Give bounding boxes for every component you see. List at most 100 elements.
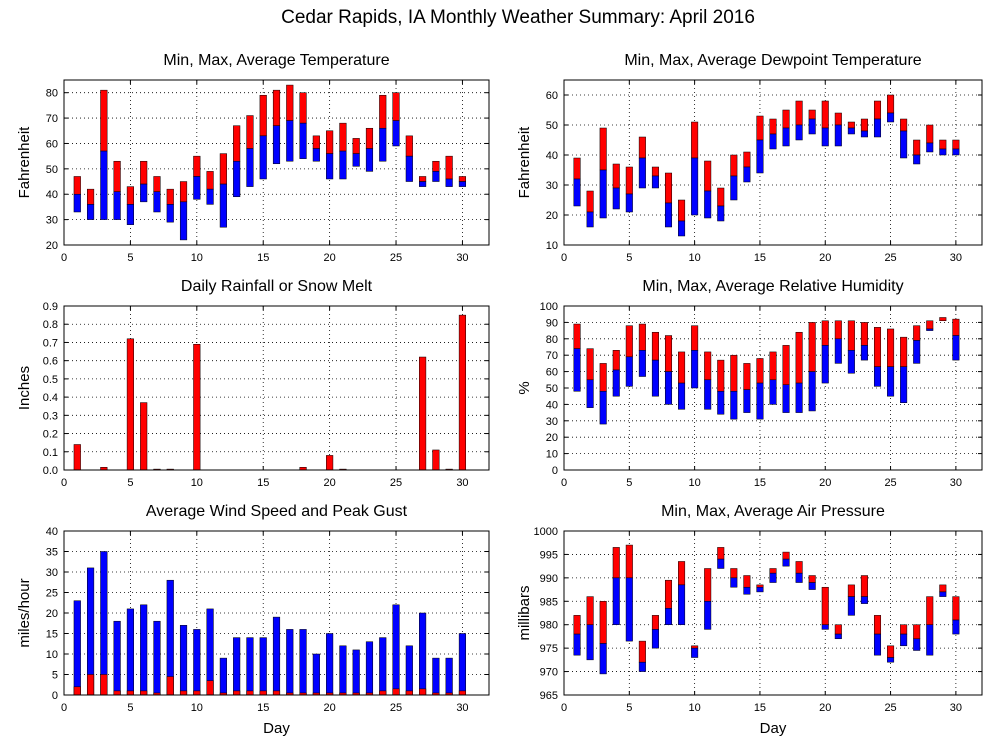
temp-bar-lower [179, 201, 188, 241]
dew-bar-lower [873, 118, 882, 138]
dew-xtick-label: 30 [950, 252, 962, 264]
pres-bars [573, 544, 960, 675]
rh-bar-upper [847, 320, 855, 351]
rh-bar-upper [678, 351, 686, 384]
temp-bar-upper [458, 176, 467, 182]
dew-ylabel: Fahrenheit [516, 126, 533, 199]
temp-bar-lower [272, 125, 281, 165]
pres-bar-upper [860, 575, 868, 597]
wind-xlabel: Day [263, 720, 290, 737]
temp-bar-lower [458, 181, 467, 187]
dew-bar-upper [939, 139, 947, 150]
wind-bar-avg [206, 680, 214, 696]
pres-bar-lower [638, 661, 646, 672]
pres-bar-upper [586, 596, 594, 625]
wind-bar-avg [379, 690, 387, 696]
temp-bar-lower [339, 150, 347, 180]
wind-ytick-label: 15 [46, 629, 58, 641]
dew-chart: Min, Max, Average Dewpoint Temperature 10… [516, 52, 983, 264]
rh-xtick-label: 0 [561, 477, 567, 489]
temp-bar-upper [246, 115, 254, 149]
wind-bar-gust [365, 641, 374, 696]
dew-xtick-label: 10 [689, 252, 701, 264]
temp-chart: Min, Max, Average Temperature20304050607… [16, 52, 490, 264]
wind-bar-avg [113, 690, 121, 696]
rh-bar-lower [638, 350, 646, 377]
rh-bar-lower [926, 328, 934, 331]
dew-bar-lower [782, 127, 790, 147]
pres-bar-upper [926, 596, 934, 625]
rain-ytick-label: 0.9 [43, 301, 58, 313]
wind-bar-gust [339, 645, 347, 696]
rh-xtick-label: 15 [754, 477, 766, 489]
temp-bar-upper [73, 176, 81, 195]
rh-ytick-label: 70 [546, 350, 558, 362]
dew-ytick-label: 10 [546, 240, 558, 252]
rh-bar-lower [913, 340, 921, 364]
pres-bar-lower [913, 638, 921, 651]
wind-bar-gust [272, 616, 281, 696]
pres-bar-lower [625, 577, 633, 642]
wind-bar-gust [73, 600, 81, 696]
dew-ytick-label: 60 [546, 90, 558, 102]
wind-bar-gust [140, 604, 148, 696]
temp-bar-upper [272, 89, 281, 126]
pres-bar-lower [808, 582, 816, 590]
pres-bar-upper [900, 624, 908, 635]
wind-bar-gust [126, 608, 134, 696]
temp-bar-lower [405, 155, 413, 182]
wind-bar-avg [140, 690, 148, 696]
dew-bar-lower [913, 154, 921, 165]
temp-bar-upper [419, 176, 427, 182]
pres-xtick-label: 0 [561, 702, 567, 714]
dew-bar-upper [782, 109, 790, 129]
wind-bar-avg [233, 690, 241, 696]
rh-bar-upper [834, 320, 842, 340]
temp-bar-upper [286, 84, 294, 121]
rh-bar-upper [808, 322, 816, 372]
temp-bar-lower [432, 171, 440, 182]
rh-bar-upper [756, 358, 764, 384]
temp-bar-lower [140, 183, 148, 203]
rh-ytick-label: 20 [546, 432, 558, 444]
rh-xtick-label: 20 [819, 477, 831, 489]
wind-frame [63, 530, 490, 696]
dew-bar-lower [717, 205, 725, 222]
rh-bar-upper [926, 320, 934, 330]
rh-title: Min, Max, Average Relative Humidity [642, 278, 903, 295]
rh-bar-upper [900, 336, 908, 367]
temp-bar-lower [419, 181, 427, 187]
pres-bar-lower [939, 591, 947, 597]
temp-bar-lower [193, 176, 201, 200]
wind-chart: Average Wind Speed and Peak Gust 0 5 10 15 20… [16, 503, 490, 737]
dew-bar-upper [821, 100, 829, 129]
rh-xtick-label: 30 [950, 477, 962, 489]
pres-bar-lower [717, 558, 725, 569]
pres-bar-upper [821, 586, 829, 625]
rh-bars [573, 317, 960, 425]
rh-bar-lower [704, 379, 712, 410]
pres-bar-upper [743, 575, 751, 588]
wind-bar-avg [272, 690, 281, 696]
rh-bar-upper [704, 351, 712, 381]
wind-bars [73, 551, 467, 696]
wind-ytick-label: 0 [52, 690, 58, 702]
dew-bar-upper [834, 112, 842, 126]
rh-bar-lower [743, 389, 751, 413]
pres-bar-upper [756, 584, 764, 588]
temp-bar-upper [153, 176, 161, 192]
pres-bar-upper [952, 596, 960, 621]
rh-bar-upper [599, 363, 607, 392]
dew-bar-upper [599, 127, 607, 171]
wind-ylabel: miles/hour [16, 578, 33, 647]
rain-xtick-label: 10 [191, 477, 203, 489]
dew-bar-lower [586, 211, 594, 228]
wind-ytick-label: 30 [46, 567, 58, 579]
pres-bar-lower [678, 584, 686, 625]
dew-bar-lower [612, 187, 620, 210]
wind-bar-avg [259, 690, 267, 696]
rain-ytick-label: 0.2 [43, 429, 58, 441]
rain-frame [63, 305, 490, 471]
pres-bar-upper [913, 624, 921, 640]
rh-bar-lower [952, 335, 960, 361]
